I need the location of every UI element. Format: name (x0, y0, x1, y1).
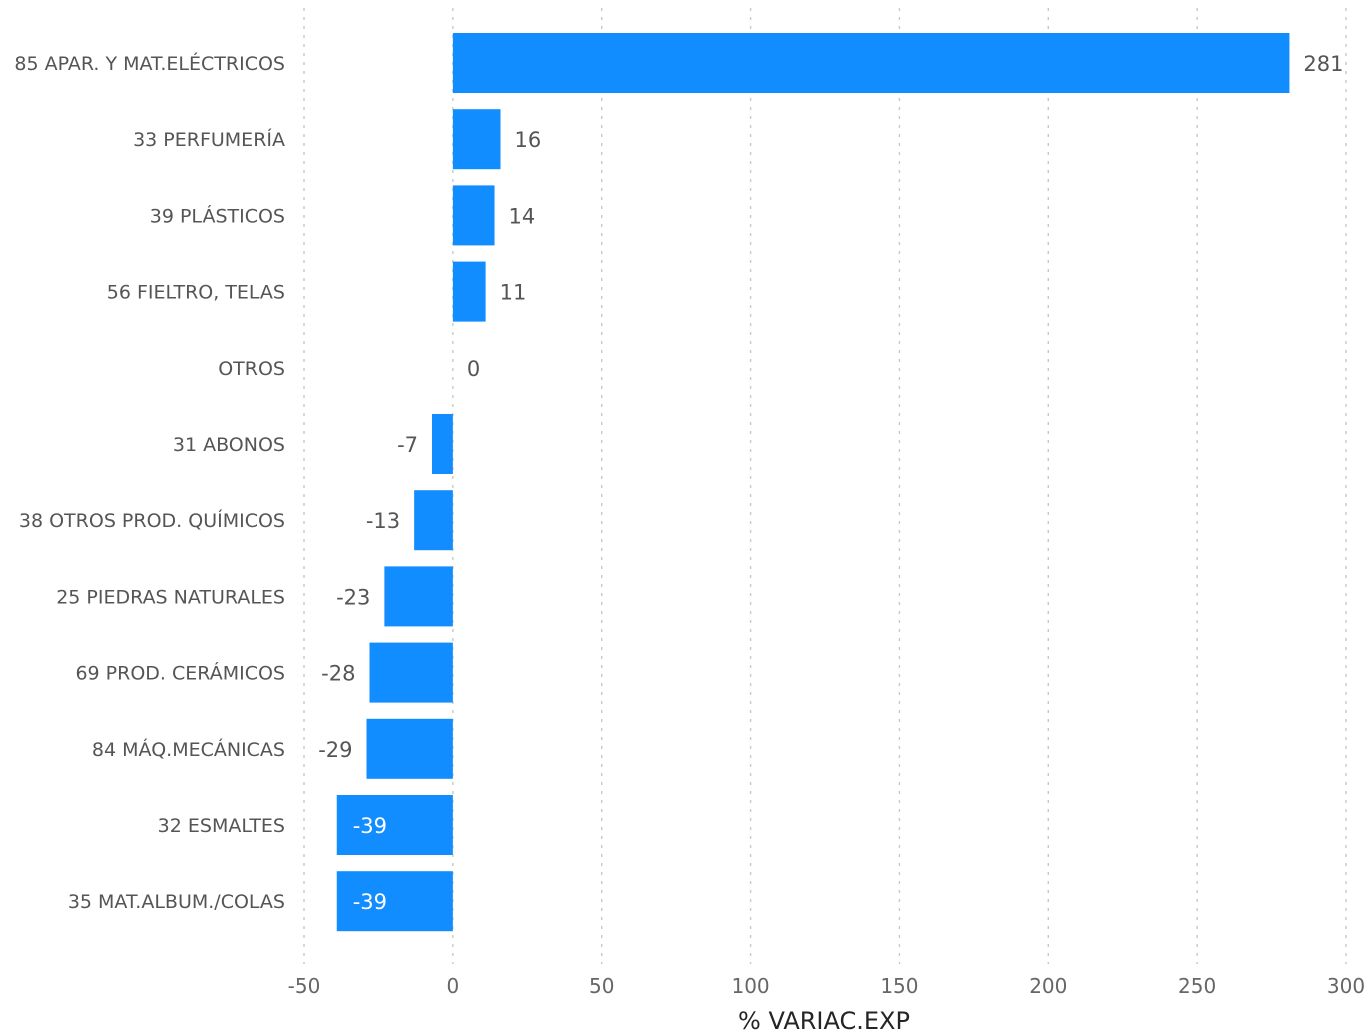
bar[interactable] (369, 642, 453, 703)
category-label: 25 PIEDRAS NATURALES (56, 586, 285, 608)
x-axis-title: % VARIAC.EXP (738, 1007, 910, 1034)
bars (336, 33, 1290, 932)
data-label: -13 (366, 509, 400, 533)
x-tick-label: 300 (1327, 974, 1365, 998)
category-label: 84 MÁQ.MECÁNICAS (92, 738, 285, 761)
data-label: 16 (514, 128, 541, 152)
x-tick-label: 250 (1178, 974, 1216, 998)
category-labels: 85 APAR. Y MAT.ELÉCTRICOS 33 PERFUMERÍA 39… (14, 52, 285, 913)
x-tick-label: 200 (1029, 974, 1067, 998)
bar[interactable] (366, 718, 453, 779)
gridlines (303, 8, 1347, 964)
data-label: -7 (397, 433, 418, 457)
x-axis-ticks: -50 0 50 100 150 200 250 300 (288, 974, 1365, 998)
category-label: 33 PERFUMERÍA (133, 128, 285, 151)
x-tick-label: 50 (589, 974, 614, 998)
bar[interactable] (336, 871, 453, 932)
data-label: -39 (353, 890, 387, 914)
category-label: OTROS (218, 358, 285, 380)
bar[interactable] (452, 185, 495, 246)
bar[interactable] (384, 566, 453, 627)
data-label: 11 (500, 281, 527, 305)
data-label: -39 (353, 814, 387, 838)
bar[interactable] (452, 109, 501, 170)
category-label: 31 ABONOS (173, 434, 285, 456)
category-label: 32 ESMALTES (158, 815, 285, 837)
data-label: -29 (318, 738, 352, 762)
category-label: 38 OTROS PROD. QUÍMICOS (19, 509, 285, 532)
bar[interactable] (452, 33, 1290, 93)
category-label: 56 FIELTRO, TELAS (107, 282, 285, 304)
bar[interactable] (432, 414, 453, 474)
bar[interactable] (336, 795, 453, 855)
data-label: -28 (321, 662, 355, 686)
bar[interactable] (452, 261, 486, 322)
data-label: 0 (467, 357, 480, 381)
data-label: 281 (1303, 52, 1343, 76)
x-tick-label: 150 (880, 974, 918, 998)
data-label: 14 (509, 204, 536, 228)
category-label: 85 APAR. Y MAT.ELÉCTRICOS (14, 52, 285, 75)
x-tick-label: -50 (288, 974, 321, 998)
category-label: 39 PLÁSTICOS (150, 204, 285, 227)
x-tick-label: 0 (446, 974, 459, 998)
data-labels: 281 16 14 11 0 -7 -13 -23 -28 -29 -39 -39 (318, 52, 1343, 914)
category-label: 35 MAT.ALBUM./COLAS (68, 891, 285, 913)
category-label: 69 PROD. CERÁMICOS (75, 662, 285, 685)
data-label: -23 (336, 585, 370, 609)
bar[interactable] (414, 490, 453, 551)
x-tick-label: 100 (731, 974, 769, 998)
